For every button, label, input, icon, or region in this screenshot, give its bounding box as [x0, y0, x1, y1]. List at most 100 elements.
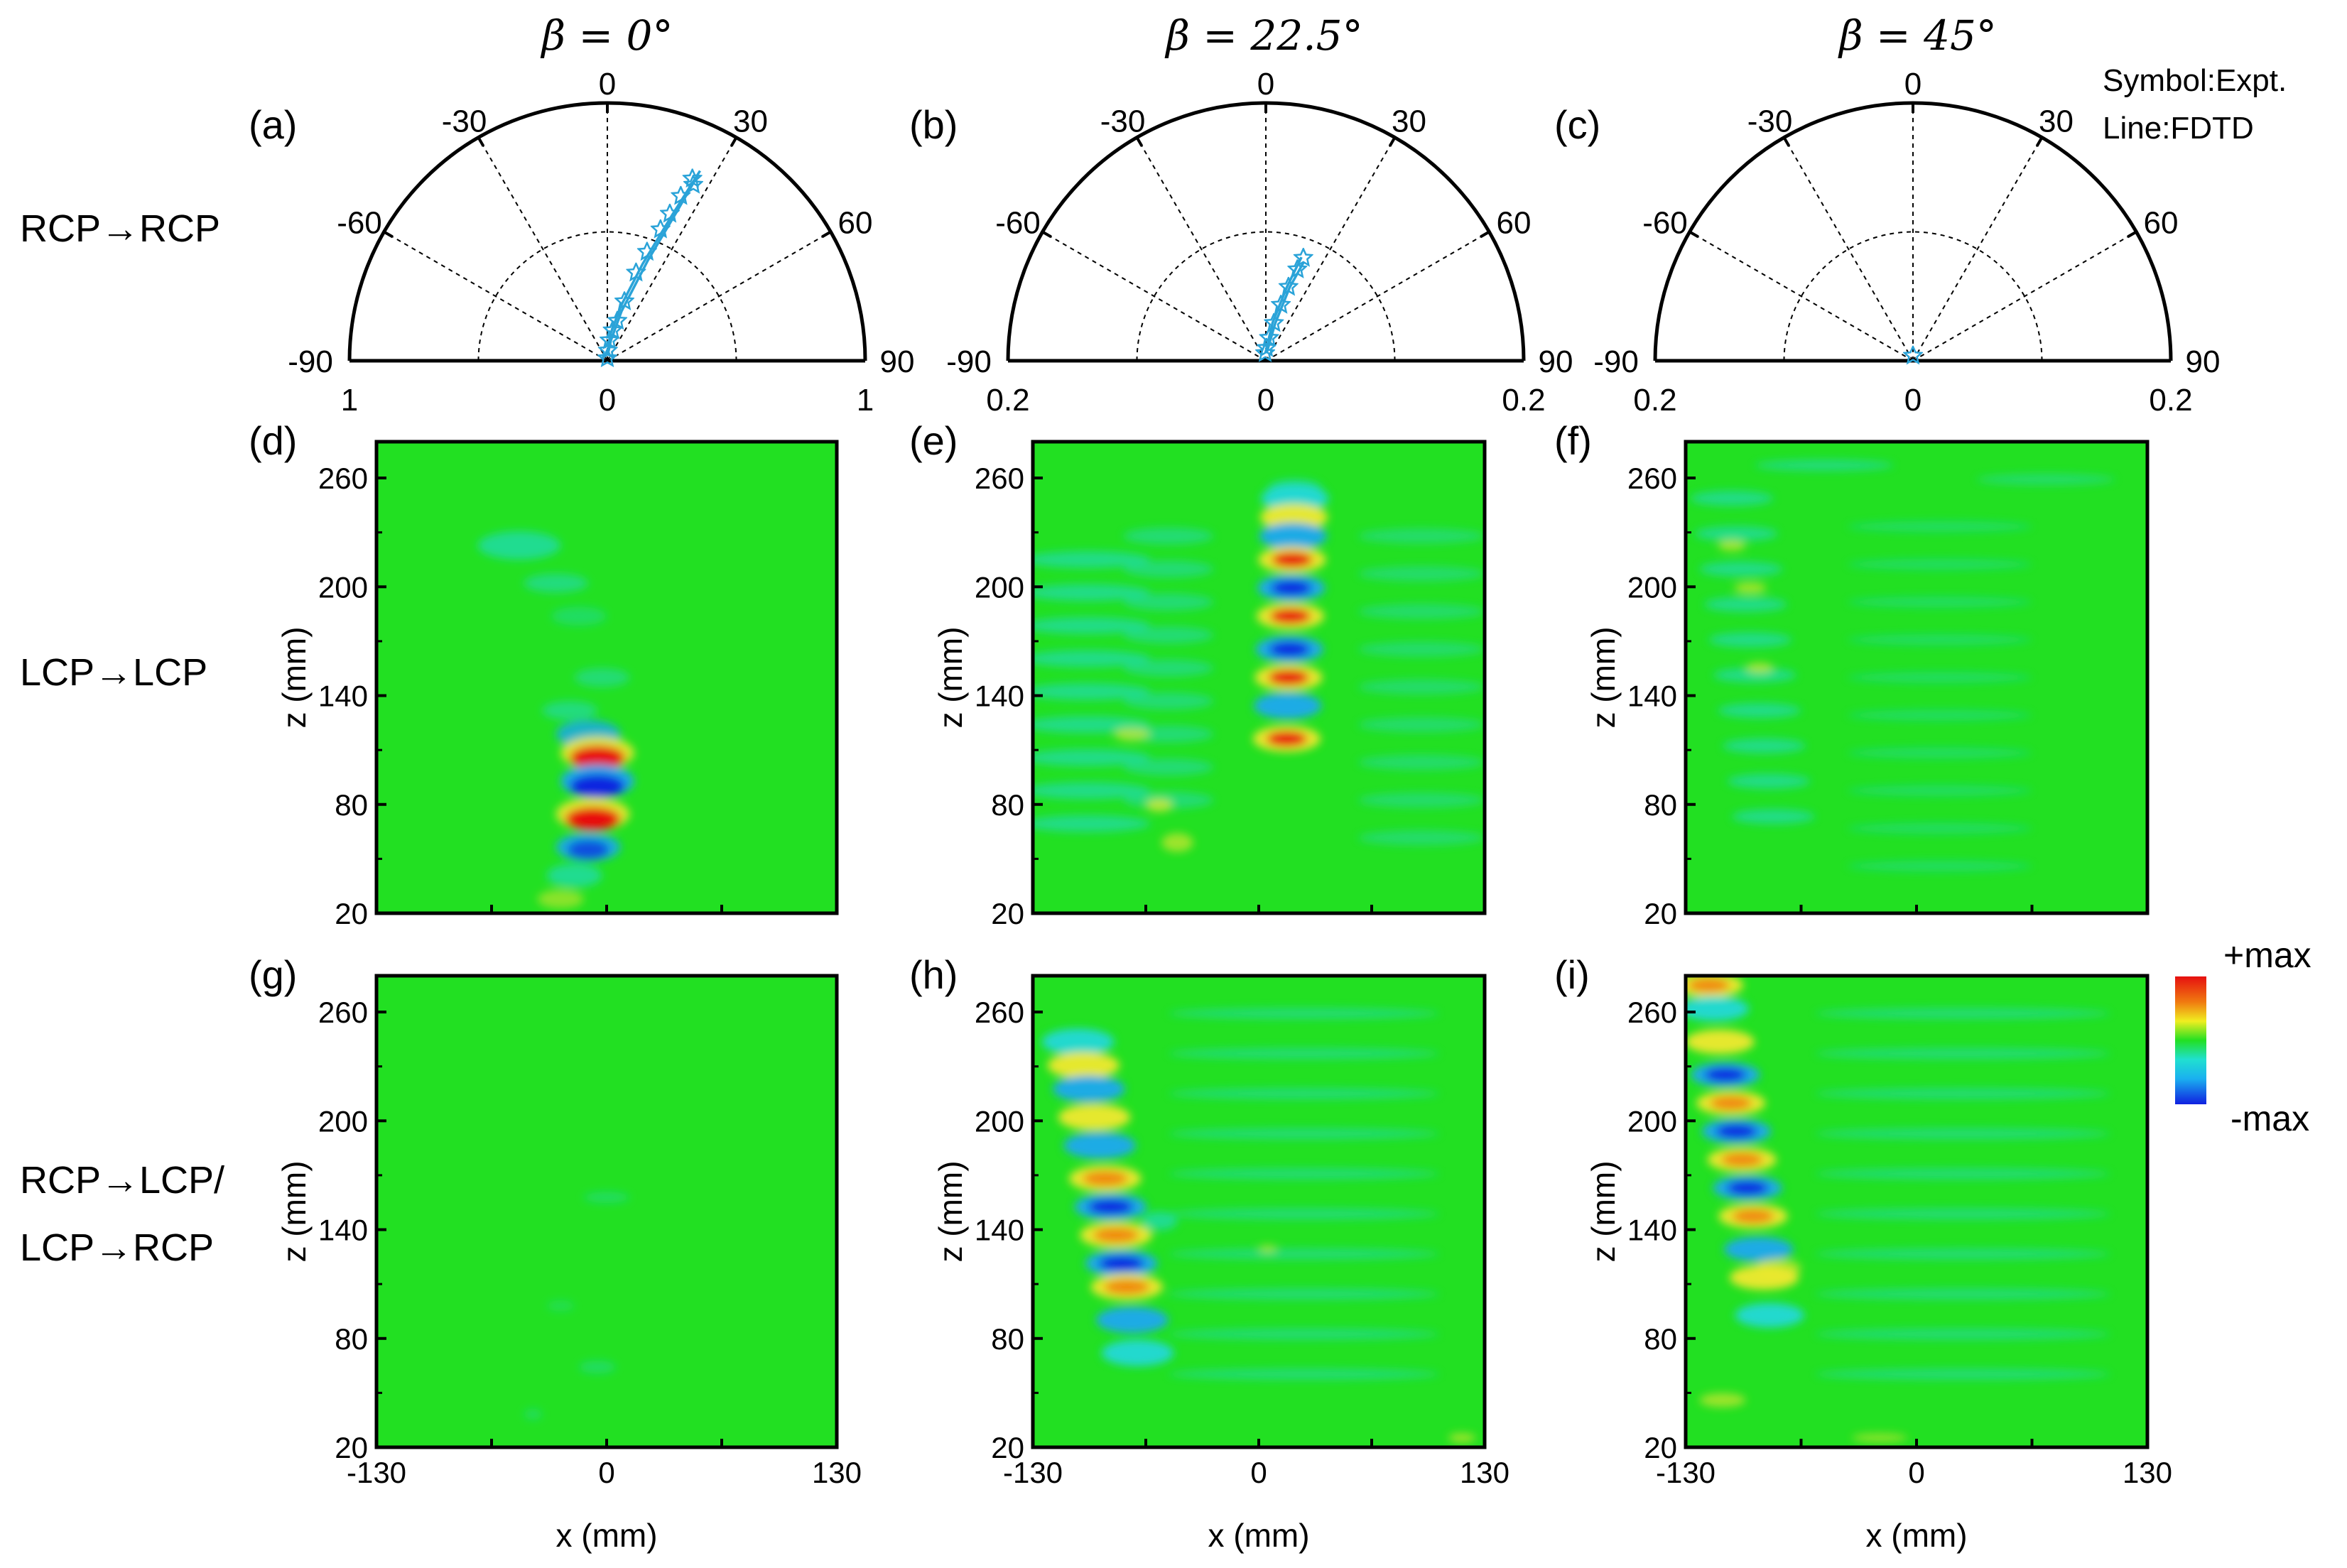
polar-plot-b: (b) -90 -60 -30 0 30 60 90 0.2 0 0.2	[909, 67, 1573, 418]
polar-plot-c: (c) -90 -60 -30 0 30 60 90 0.2 0 0.2	[1554, 67, 2220, 418]
field-lobe	[1101, 1339, 1174, 1366]
field-lobe	[1146, 797, 1174, 812]
y-tick-label: 200	[975, 1104, 1024, 1138]
field-lobe	[1123, 692, 1214, 710]
y-tick-label: 140	[975, 680, 1024, 713]
polar-tick	[2127, 230, 2137, 239]
panel-label: (d)	[249, 418, 297, 463]
polar-angle-label: -60	[1642, 206, 1688, 241]
field-lobe	[1082, 1170, 1128, 1187]
polar-radial-label: 0	[1904, 383, 1921, 418]
polar-spoke	[477, 137, 608, 361]
field-lobe	[1272, 552, 1313, 567]
polar-angle-label: 0	[1904, 67, 1921, 102]
field-lobe	[1699, 561, 1783, 577]
colorbar-min-label: -max	[2231, 1099, 2309, 1138]
field-lobe	[1033, 650, 1151, 668]
polar-angle-label: 90	[2186, 344, 2221, 379]
field-lobe	[1815, 1208, 2110, 1220]
field-lobe	[546, 1300, 575, 1312]
y-axis-label: z (mm)	[276, 1160, 313, 1262]
y-tick-label: 200	[975, 570, 1024, 604]
field-lobe	[1847, 521, 2032, 533]
field-lobe	[1269, 609, 1311, 624]
expt-star-point	[1294, 248, 1313, 266]
polar-angle-label: -60	[337, 206, 382, 241]
field-lobe	[1357, 528, 1485, 544]
y-axis-label: z (mm)	[932, 626, 969, 728]
field-lobe	[1704, 1067, 1747, 1082]
field-lobe	[1259, 523, 1328, 550]
polar-inner-arc	[1783, 231, 2043, 361]
y-tick-label: 260	[1627, 462, 1677, 495]
y-axis-label: z (mm)	[1585, 1160, 1622, 1262]
field-lobe	[1357, 793, 1485, 808]
field-lobe	[1847, 596, 2032, 608]
field-lobe	[1357, 679, 1485, 695]
field-lobe	[1734, 582, 1767, 594]
fdtd-line	[1264, 256, 1303, 354]
field-lobe	[1686, 996, 1750, 1021]
column-title-beta-45: β = 45°	[1838, 11, 1997, 60]
field-lobe	[1718, 702, 1801, 719]
y-tick-label: 200	[318, 570, 368, 604]
field-lobe	[1041, 1028, 1115, 1055]
polar-tick	[821, 230, 832, 239]
field-lobe	[1732, 1209, 1774, 1224]
field-lobe	[1093, 1227, 1139, 1243]
field-lobe	[570, 746, 625, 770]
field-lobe	[1168, 1368, 1440, 1381]
y-tick-label: 260	[1627, 996, 1677, 1029]
x-axis-label: x (mm)	[1208, 1517, 1309, 1554]
field-lobe	[1815, 1088, 2110, 1099]
polar-tick	[730, 136, 738, 147]
field-lobe	[1710, 1096, 1752, 1111]
field-lobe	[1686, 1029, 1755, 1055]
field-lobe	[1168, 1328, 1440, 1340]
field-lobe	[1726, 1180, 1769, 1195]
field-lobe	[1847, 633, 2032, 646]
polar-tick	[477, 136, 485, 147]
field-lobe	[1033, 617, 1151, 634]
y-tick-label: 260	[975, 996, 1024, 1029]
field-lobe	[1052, 1075, 1125, 1102]
row-label-lcp-rcp: LCP→RCP	[20, 1226, 214, 1269]
field-lobe	[1448, 1433, 1476, 1443]
colorbar	[2175, 976, 2206, 1104]
y-axis-label: z (mm)	[1585, 626, 1622, 728]
polar-spoke	[1136, 137, 1267, 361]
field-lobe	[1815, 1008, 2110, 1020]
field-lobe	[524, 573, 589, 593]
polar-radial-label: 0	[1257, 383, 1274, 418]
panel-label: (b)	[909, 102, 958, 147]
y-tick-label: 20	[335, 897, 368, 930]
polar-angle-label: 0	[599, 67, 616, 102]
field-lobe	[1745, 662, 1774, 674]
polar-radial-label: 0.2	[2149, 383, 2192, 418]
field-lobe	[1695, 526, 1778, 542]
polar-spoke	[384, 231, 608, 361]
field-lobe	[1357, 717, 1485, 733]
field-lobe	[1718, 540, 1746, 552]
field-lobe	[1063, 1132, 1137, 1159]
field-lobe	[1047, 1052, 1120, 1079]
row-label-rcp-lcp: RCP→LCP/	[20, 1159, 224, 1202]
polar-tick	[1782, 136, 1791, 147]
field-lobe	[1161, 833, 1193, 852]
field-lobes	[477, 531, 634, 909]
field-lobe	[1708, 632, 1792, 648]
y-tick-label: 20	[1644, 1431, 1677, 1464]
polar-angle-label: -30	[442, 104, 487, 138]
field-lobe	[1732, 809, 1815, 824]
field-lobe	[1168, 1167, 1440, 1180]
panel-label: (f)	[1554, 418, 1592, 463]
x-tick-label: -130	[1003, 1456, 1063, 1489]
polar-angle-label: 60	[2144, 206, 2179, 241]
field-lobe	[1096, 1307, 1169, 1334]
field-lobe	[1168, 1008, 1440, 1020]
field-lobe	[1690, 491, 1774, 506]
y-tick-label: 80	[335, 1322, 368, 1356]
field-lobe	[1268, 670, 1309, 685]
field-lobe	[1847, 860, 2032, 872]
field-lobe	[1033, 782, 1151, 800]
